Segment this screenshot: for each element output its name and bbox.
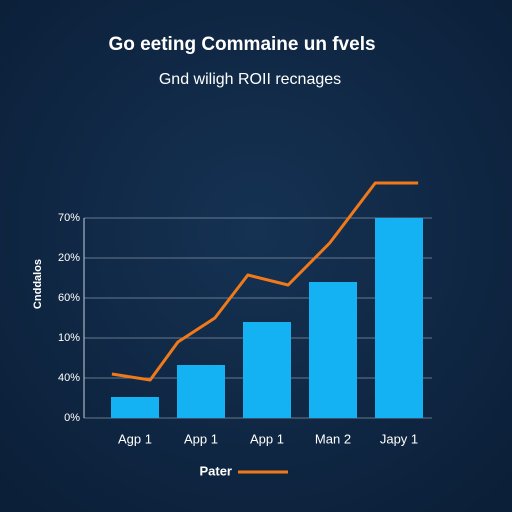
y-tick-label: 70% bbox=[58, 212, 80, 224]
y-tick-label: 0% bbox=[64, 412, 80, 424]
x-tick-label: App 1 bbox=[250, 431, 284, 446]
y-tick-label: 20% bbox=[58, 252, 80, 264]
chart-subtitle: Gnd wiligh ROII recnages bbox=[159, 71, 341, 88]
y-tick-label: 40% bbox=[58, 372, 80, 384]
chart-title: Go eeting Commaine un fvels bbox=[108, 34, 375, 55]
legend-label: Pater bbox=[199, 463, 232, 478]
line-series bbox=[111, 181, 419, 382]
x-tick-label: App 1 bbox=[184, 431, 218, 446]
y-tick-label: 10% bbox=[58, 332, 80, 344]
y-tick-label: 60% bbox=[58, 292, 80, 304]
y-axis-label: Cnddalos bbox=[32, 259, 44, 309]
x-tick-label: Man 2 bbox=[315, 431, 351, 446]
bar bbox=[309, 282, 357, 418]
x-tick-label: Agp 1 bbox=[118, 431, 152, 446]
bar bbox=[177, 365, 225, 418]
bar bbox=[375, 218, 423, 418]
bar bbox=[243, 322, 291, 418]
x-tick-label: Japy 1 bbox=[380, 431, 418, 446]
bar bbox=[111, 397, 159, 418]
